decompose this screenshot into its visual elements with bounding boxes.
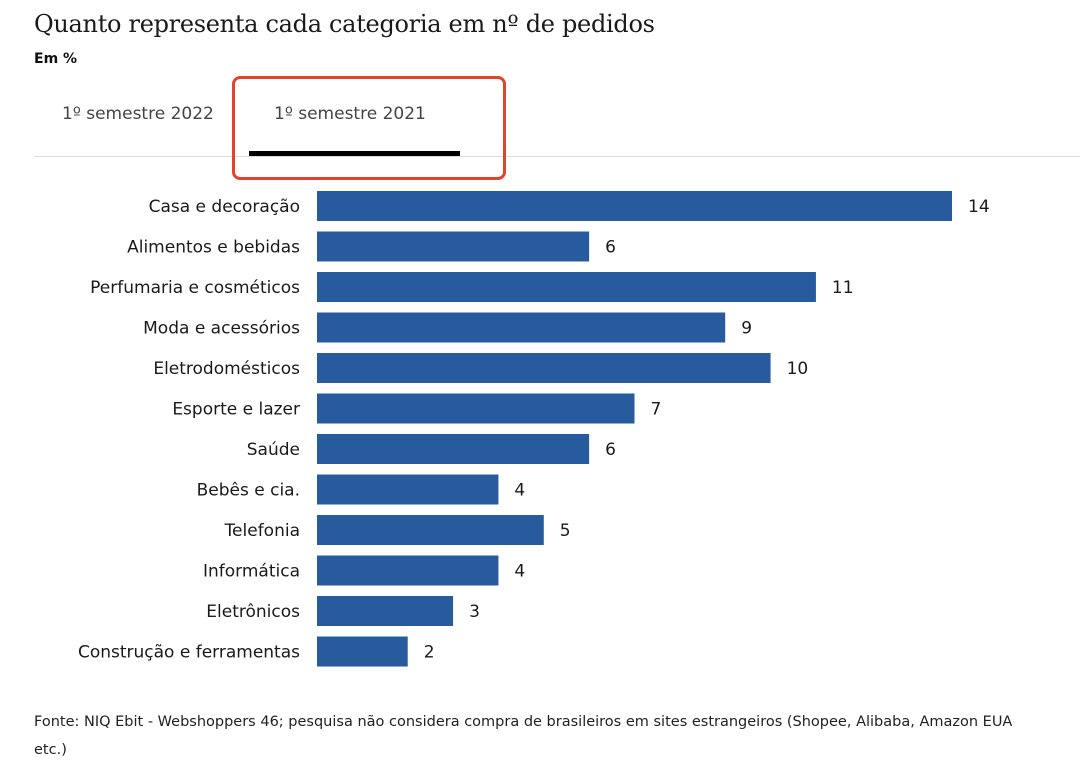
bar	[317, 555, 499, 586]
value-label: 6	[605, 440, 616, 460]
value-label: 4	[514, 481, 525, 501]
bar	[317, 474, 499, 505]
bar	[317, 272, 816, 302]
bar	[317, 353, 771, 383]
value-label: 9	[741, 319, 752, 339]
value-label: 7	[651, 400, 662, 420]
value-label: 14	[968, 197, 990, 217]
category-label: Perfumaria e cosméticos	[90, 278, 300, 298]
value-label: 3	[469, 602, 480, 622]
category-label: Alimentos e bebidas	[127, 238, 300, 258]
value-label: 5	[560, 521, 571, 541]
annotation-highlight-box	[232, 76, 506, 180]
bar	[317, 191, 952, 221]
category-label: Saúde	[247, 440, 300, 460]
tab-1-semestre-2021[interactable]: 1º semestre 2021	[274, 104, 426, 124]
bar	[317, 393, 635, 424]
category-label: Construção e ferramentas	[78, 643, 300, 663]
value-label: 6	[605, 238, 616, 258]
value-label: 11	[832, 278, 854, 298]
tab-1-semestre-2022[interactable]: 1º semestre 2022	[62, 104, 214, 124]
bar	[317, 231, 590, 262]
bar	[317, 636, 408, 667]
category-label: Eletrônicos	[206, 602, 300, 622]
value-label: 2	[424, 643, 435, 663]
category-label: Bebês e cia.	[197, 481, 300, 501]
category-label: Casa e decoração	[149, 197, 300, 217]
source-note: Fonte: NIQ Ebit - Webshoppers 46; pesqui…	[34, 714, 1013, 758]
active-tab-indicator	[249, 151, 460, 156]
category-label: Moda e acessórios	[143, 319, 300, 339]
chart-title: Quanto representa cada categoria em nº d…	[34, 10, 655, 38]
category-label: Telefonia	[224, 521, 300, 541]
category-label: Informática	[203, 562, 300, 582]
bar	[317, 434, 590, 464]
chart-subtitle: Em %	[34, 51, 78, 67]
bar-chart: Casa e decoração 14 Alimentos e bebidas 6 Pe…	[78, 191, 990, 667]
category-label: Eletrodomésticos	[153, 359, 300, 379]
tabs-divider	[34, 156, 1080, 157]
bar	[317, 515, 544, 545]
value-label: 10	[787, 359, 809, 379]
bar	[317, 596, 454, 626]
bar	[317, 312, 726, 343]
value-label: 4	[514, 562, 525, 582]
category-label: Esporte e lazer	[172, 400, 300, 420]
bars-group: Casa e decoração 14 Alimentos e bebidas 6 Pe…	[78, 191, 990, 667]
